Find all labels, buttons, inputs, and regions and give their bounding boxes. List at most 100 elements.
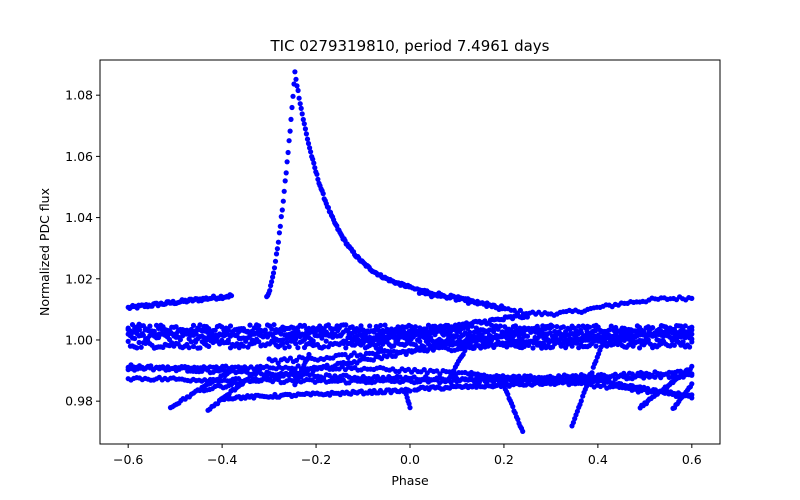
data-point xyxy=(335,327,341,334)
data-point xyxy=(139,331,145,337)
y-tick-label: 0.98 xyxy=(65,394,93,409)
data-point xyxy=(307,145,313,151)
data-point xyxy=(650,325,656,331)
data-point xyxy=(256,339,262,345)
data-point xyxy=(512,343,519,349)
data-point xyxy=(537,327,543,333)
data-point xyxy=(524,314,531,320)
data-point xyxy=(671,342,678,348)
data-point xyxy=(372,327,378,333)
data-point xyxy=(305,356,311,362)
data-point xyxy=(512,323,519,329)
data-point xyxy=(586,324,593,330)
data-point xyxy=(269,326,275,332)
data-point xyxy=(295,87,301,94)
data-point xyxy=(284,340,290,346)
data-point xyxy=(325,205,331,211)
data-point xyxy=(274,246,280,252)
data-point xyxy=(284,159,290,165)
data-point xyxy=(268,283,274,289)
data-point xyxy=(293,76,299,82)
data-point xyxy=(309,329,315,335)
data-point xyxy=(323,329,329,335)
x-axis-label: Phase xyxy=(391,473,429,488)
data-point xyxy=(407,388,413,394)
data-point xyxy=(689,381,695,387)
data-point xyxy=(125,327,131,333)
data-point xyxy=(300,116,306,123)
data-point xyxy=(515,416,521,422)
y-axis-label: Normalized PDC flux xyxy=(37,188,52,316)
data-point xyxy=(280,198,286,204)
data-point xyxy=(302,126,308,132)
data-point xyxy=(373,345,379,351)
data-point xyxy=(343,327,349,333)
data-point xyxy=(592,328,599,334)
x-tick-label: −0.4 xyxy=(207,452,237,467)
data-point xyxy=(308,149,314,155)
data-point xyxy=(417,338,423,344)
data-point xyxy=(661,331,668,338)
data-point xyxy=(497,323,503,329)
data-point xyxy=(306,351,312,358)
data-point xyxy=(276,230,282,236)
data-point xyxy=(468,338,474,344)
data-point xyxy=(355,333,361,339)
data-point xyxy=(134,345,140,351)
data-point xyxy=(555,338,561,344)
x-tick-label: 0.0 xyxy=(400,452,420,467)
data-point xyxy=(343,345,349,351)
data-point xyxy=(421,367,427,373)
data-point xyxy=(280,340,286,347)
data-point xyxy=(341,340,347,346)
data-point xyxy=(517,307,524,313)
data-point xyxy=(437,371,443,377)
data-point xyxy=(301,121,307,127)
x-tick-label: 0.4 xyxy=(588,452,608,467)
data-point xyxy=(230,329,236,335)
data-point xyxy=(283,170,289,176)
y-axis: 0.98 1.00 1.02 1.04 1.06 1.08 xyxy=(65,88,100,409)
data-point xyxy=(292,69,298,75)
data-point xyxy=(240,343,247,349)
data-point xyxy=(295,345,301,351)
data-point xyxy=(578,398,584,404)
data-point xyxy=(593,343,599,349)
data-point xyxy=(506,342,512,348)
data-point xyxy=(295,329,301,335)
data-point xyxy=(499,334,505,340)
data-point xyxy=(485,329,491,335)
data-point xyxy=(193,339,199,345)
data-point xyxy=(593,358,599,364)
data-point xyxy=(520,428,526,434)
data-point xyxy=(604,329,610,335)
data-point xyxy=(586,376,592,382)
data-point xyxy=(677,330,683,337)
data-point xyxy=(343,322,349,328)
data-point xyxy=(460,351,466,358)
data-point xyxy=(338,333,344,339)
data-point xyxy=(190,322,197,328)
data-point xyxy=(282,178,288,184)
data-point xyxy=(298,105,304,111)
data-point xyxy=(539,345,545,351)
y-tick-label: 1.04 xyxy=(65,210,93,225)
data-point xyxy=(278,214,284,220)
data-point xyxy=(589,370,595,376)
data-point xyxy=(299,338,305,344)
data-point xyxy=(689,339,695,345)
data-point xyxy=(138,344,144,350)
data-point xyxy=(560,324,567,330)
data-point xyxy=(234,341,240,347)
data-point xyxy=(224,328,230,334)
data-point xyxy=(570,419,577,426)
data-point xyxy=(281,188,287,194)
data-point xyxy=(524,333,531,339)
data-point xyxy=(271,322,277,328)
data-point xyxy=(687,344,693,350)
data-point xyxy=(608,323,614,329)
data-point xyxy=(554,324,560,330)
data-point xyxy=(257,367,263,373)
data-point xyxy=(269,279,275,285)
